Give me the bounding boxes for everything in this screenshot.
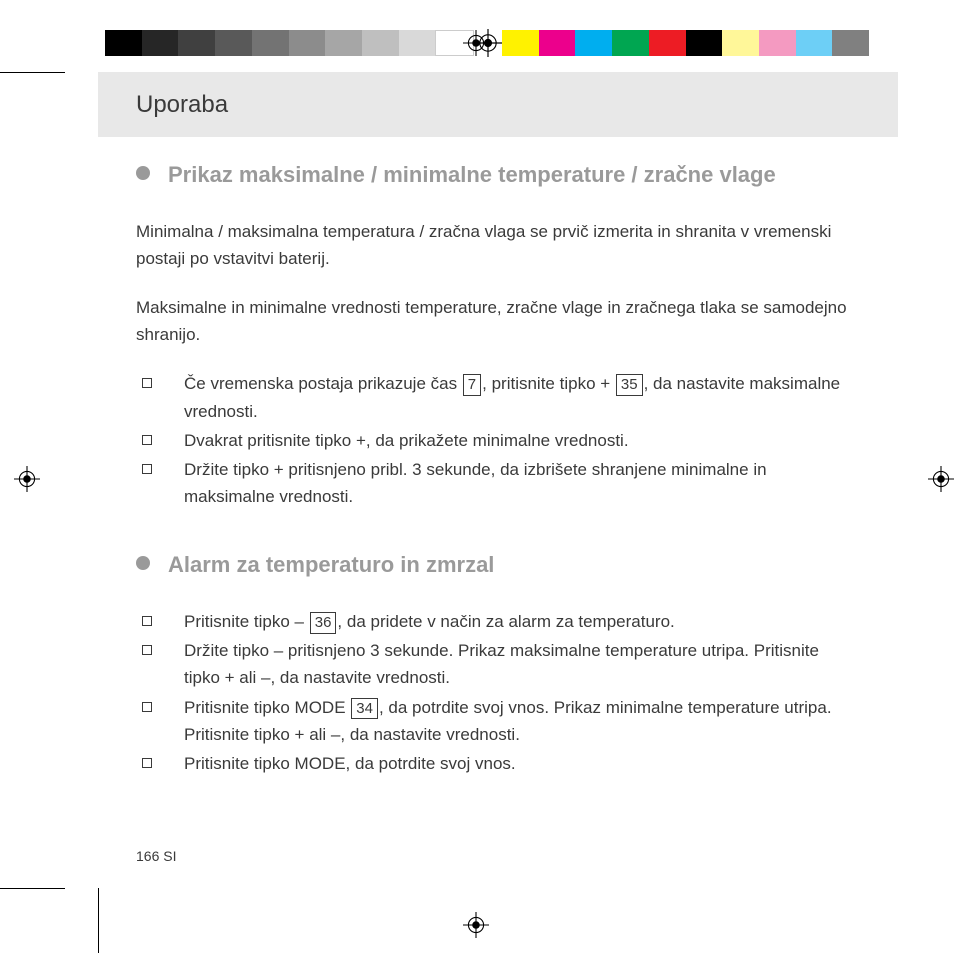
color-swatch [252, 30, 289, 56]
reference-number: 36 [310, 612, 337, 634]
section-title: Alarm za temperaturo in zmrzal [168, 550, 494, 580]
color-swatch [215, 30, 252, 56]
color-swatch [649, 30, 686, 56]
page-content: Prikaz maksimalne / minimalne temperatur… [136, 160, 854, 817]
list-item: Držite tipko + pritisnjeno pribl. 3 seku… [136, 456, 854, 510]
bullet-icon [136, 166, 150, 180]
color-swatch [759, 30, 796, 56]
crop-mark [0, 888, 65, 889]
color-swatch [399, 30, 436, 56]
page-title: Uporaba [136, 91, 228, 119]
color-swatch [686, 30, 723, 56]
page-number: 166 [136, 848, 159, 864]
color-swatch [289, 30, 326, 56]
reference-number: 35 [616, 374, 643, 396]
color-swatch [612, 30, 649, 56]
list-item: Pritisnite tipko MODE, da potrdite svoj … [136, 750, 854, 777]
list-item: Pritisnite tipko – 36, da pridete v nači… [136, 608, 854, 635]
paragraph: Maksimalne in minimalne vrednosti temper… [136, 294, 854, 348]
color-swatch [325, 30, 362, 56]
list-item: Dvakrat pritisnite tipko +, da prikažete… [136, 427, 854, 454]
bullet-icon [136, 556, 150, 570]
registration-mark-icon [463, 912, 489, 938]
color-swatch [362, 30, 399, 56]
paragraph: Minimalna / maksimalna temperatura / zra… [136, 218, 854, 272]
section-heading: Prikaz maksimalne / minimalne temperatur… [136, 160, 854, 190]
reference-number: 7 [463, 374, 481, 396]
crop-mark [98, 888, 99, 953]
list-item: Pritisnite tipko MODE 34, da potrdite sv… [136, 694, 854, 748]
list-item: Držite tipko – pritisnjeno 3 sekunde. Pr… [136, 637, 854, 691]
registration-mark-icon [928, 466, 954, 492]
instruction-list: Če vremenska postaja prikazuje čas 7, pr… [136, 370, 854, 510]
page-footer: 166 SI [136, 848, 176, 864]
color-swatch [539, 30, 576, 56]
list-item: Če vremenska postaja prikazuje čas 7, pr… [136, 370, 854, 424]
section-heading: Alarm za temperaturo in zmrzal [136, 550, 854, 580]
color-swatch [832, 30, 869, 56]
color-swatch [142, 30, 179, 56]
color-swatch [105, 30, 142, 56]
reference-number: 34 [351, 698, 378, 720]
section-title: Prikaz maksimalne / minimalne temperatur… [168, 160, 776, 190]
instruction-list: Pritisnite tipko – 36, da pridete v nači… [136, 608, 854, 777]
color-swatch [722, 30, 759, 56]
registration-mark-icon [463, 30, 489, 56]
color-swatch [575, 30, 612, 56]
page-lang: SI [163, 848, 176, 864]
page-header: Uporaba [98, 72, 898, 137]
color-swatch [502, 30, 539, 56]
color-swatch [178, 30, 215, 56]
color-swatch [796, 30, 833, 56]
crop-mark [0, 72, 65, 73]
registration-mark-icon [14, 466, 40, 492]
